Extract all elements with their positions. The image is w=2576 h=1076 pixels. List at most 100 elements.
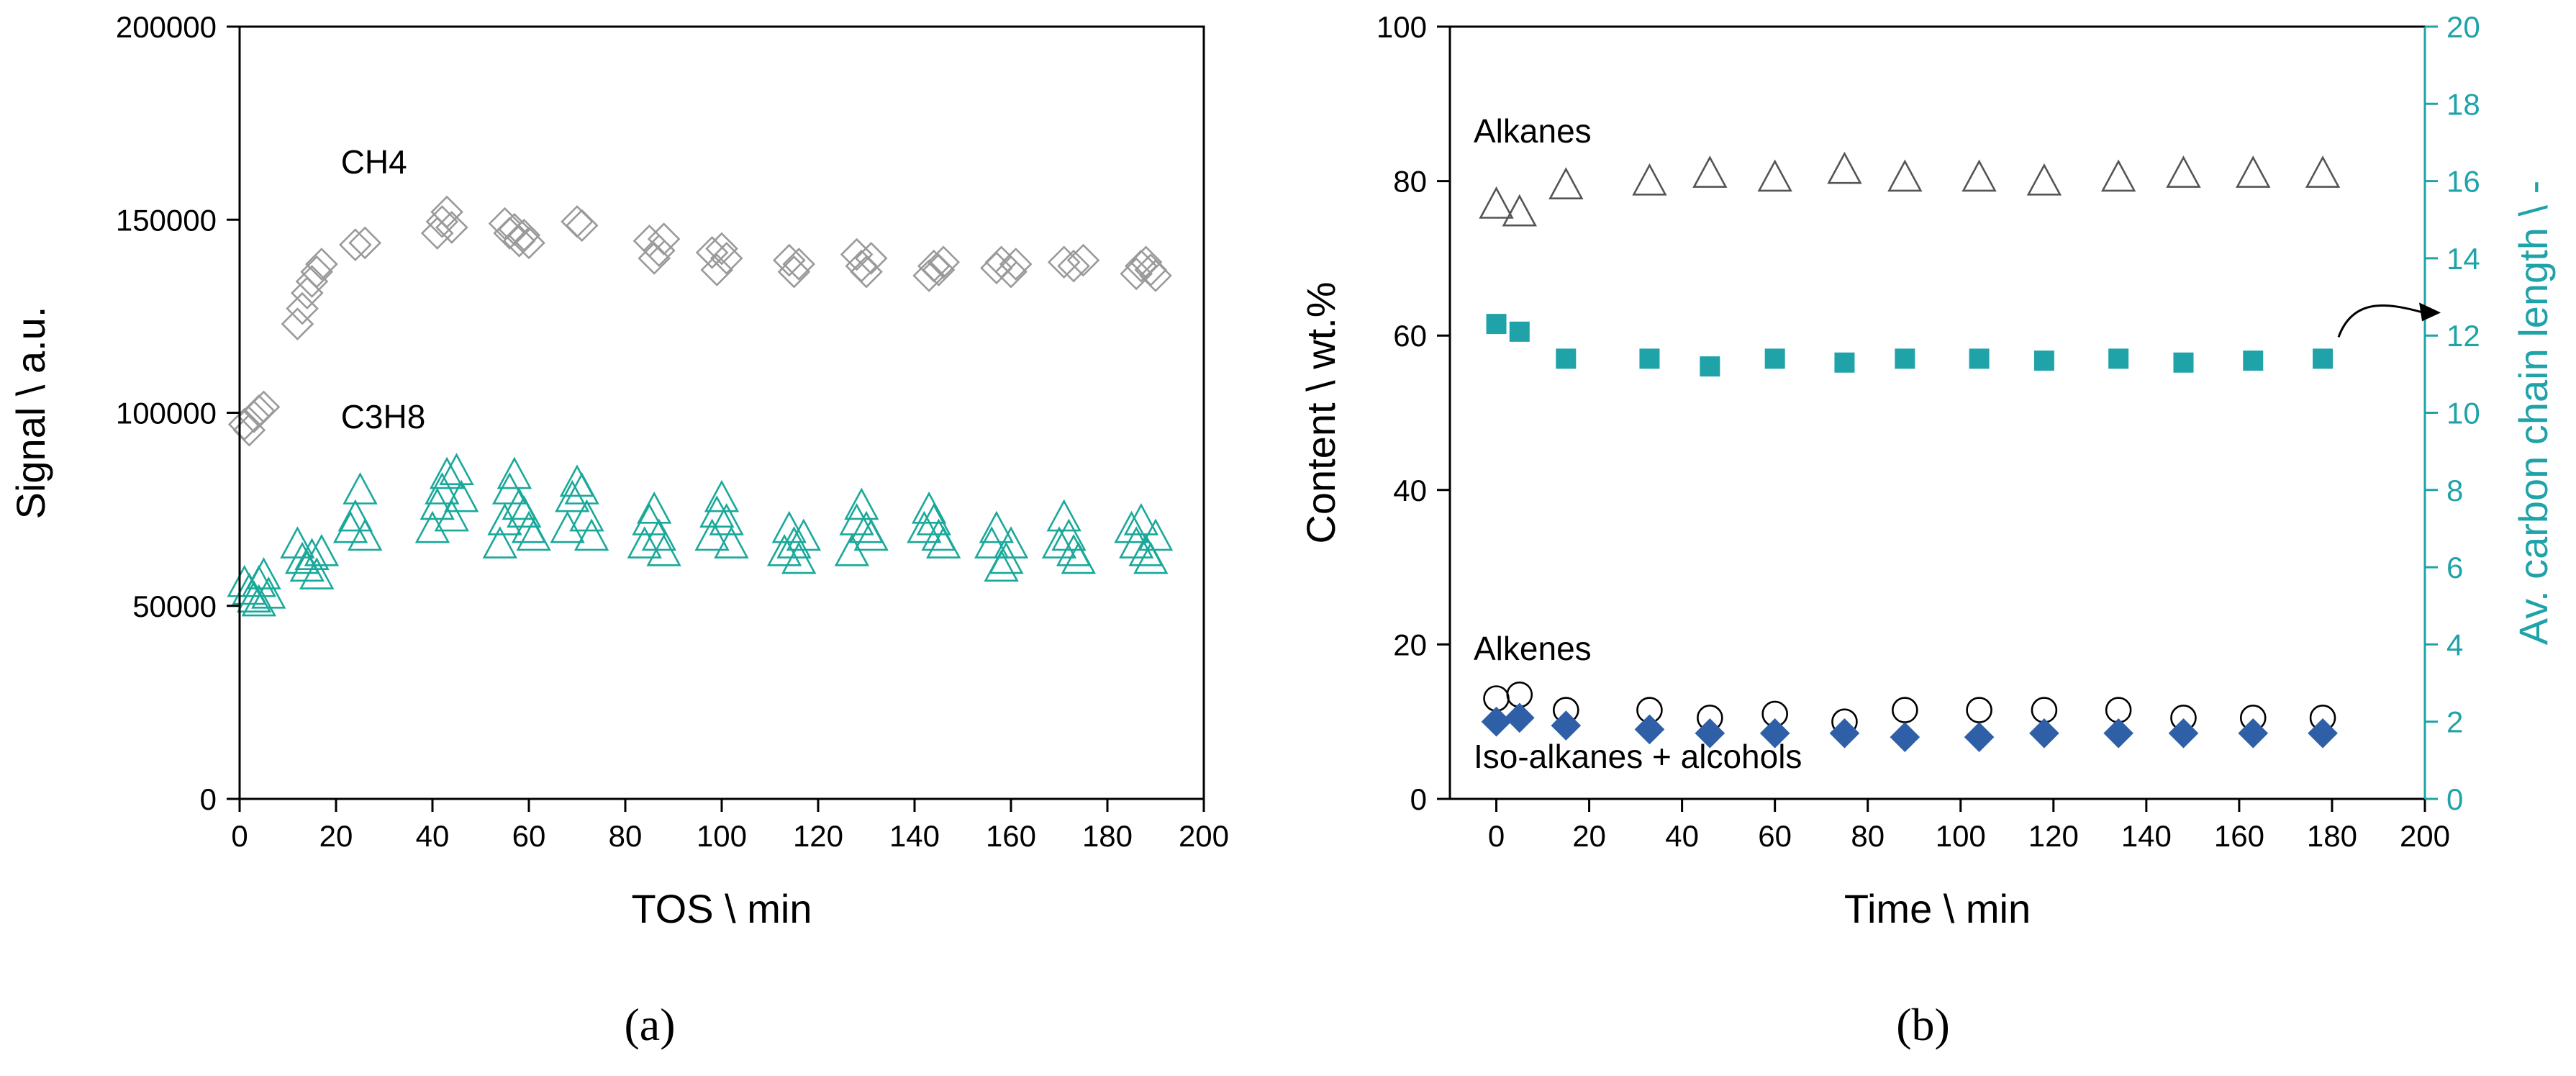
chart-a-point-ch4 [242, 394, 276, 428]
chart-a-point-c3h8 [507, 495, 542, 528]
chart-b-x-tick-label: 80 [1851, 819, 1885, 853]
chart-a-point-c3h8 [911, 491, 947, 524]
chart-b-point-iso-alkanes-alcohols [1551, 710, 1582, 741]
chart-b-y2-tick-label: 6 [2446, 551, 2463, 584]
chart-a-point-c3h8 [704, 479, 740, 512]
chart-b-annotation: Iso-alkanes + alcohols [1474, 738, 1802, 775]
chart-b-y2-tick-label: 16 [2446, 165, 2480, 199]
chart-b-point-alkenes [1892, 697, 1918, 723]
chart-b-x-tick-label: 0 [1488, 819, 1505, 853]
chart-b-plot-frame [1448, 25, 2426, 800]
chart-a-x-tick-label: 160 [986, 819, 1036, 853]
chart-a-point-c3h8 [926, 526, 961, 559]
chart-a-point-ch4 [488, 207, 522, 240]
chart-b-point-alkanes [1502, 194, 1537, 227]
chart-b-y2-tick-label: 14 [2446, 242, 2480, 276]
chart-b-point-av-carbon-chain-length [2108, 348, 2129, 369]
chart-b-point-iso-alkanes-alcohols [2308, 718, 2338, 749]
chart-b-x-tick-label: 20 [1572, 819, 1606, 853]
chart-b-y-tick-label: 60 [1393, 319, 1427, 353]
chart-a: 0 20 40 60 80 100 120 140 160 180 200 0 50000 100000 1… [8, 10, 1229, 931]
chart-a-point-ch4 [638, 242, 671, 275]
chart-b-y-tick-label: 40 [1393, 474, 1427, 507]
chart-b-point-av-carbon-chain-length [1764, 348, 1785, 369]
chart-b-point-iso-alkanes-alcohols [1695, 718, 1725, 749]
chart-a-x-tick-label: 60 [512, 819, 546, 853]
chart-b-point-alkanes [1827, 151, 1862, 184]
chart-b-point-alkanes [2026, 163, 2062, 196]
chart-a-point-ch4 [850, 255, 883, 289]
chart-a-point-ch4 [295, 265, 329, 298]
chart-b-point-iso-alkanes-alcohols [1504, 702, 1535, 733]
chart-b-point-iso-alkanes-alcohols [1829, 718, 1860, 749]
chart-a-x-axis-title: TOS \ min [631, 886, 812, 931]
chart-b-point-iso-alkanes-alcohols [1759, 718, 1790, 749]
chart-a-point-c3h8 [916, 502, 951, 535]
chart-a-point-ch4 [647, 222, 681, 256]
chart-a-point-ch4 [994, 255, 1028, 289]
chart-b-annotations: Alkanes Alkenes Iso-alkanes + alcohols [1474, 112, 1802, 775]
chart-b-x-tick-label: 40 [1665, 819, 1699, 853]
chart-b-x-tick-label: 100 [1936, 819, 1986, 853]
chart-b-x-axis-title: Time \ min [1844, 886, 2031, 931]
chart-a-point-c3h8 [299, 557, 335, 589]
chart-a-point-c3h8 [280, 526, 315, 559]
chart-b-y-tick-label: 0 [1410, 782, 1427, 816]
chart-b-marks [1479, 151, 2341, 752]
chart-b-arrowhead-icon [2419, 302, 2441, 322]
chart-a-point-ch4 [305, 248, 338, 281]
chart-b-point-iso-alkanes-alcohols [2103, 718, 2133, 749]
chart-a-point-c3h8 [1123, 502, 1159, 535]
chart-a-point-ch4 [512, 226, 545, 260]
chart-b-point-iso-alkanes-alcohols [2029, 718, 2059, 749]
chart-a-point-ch4 [281, 307, 314, 340]
chart-b-point-av-carbon-chain-length [1834, 352, 1855, 373]
chart-a-point-c3h8 [641, 518, 677, 551]
chart-a-point-c3h8 [1041, 526, 1077, 559]
chart-a-point-ch4 [338, 228, 372, 261]
chart-a-point-c3h8 [304, 533, 340, 566]
panel-label-a: (a) [624, 999, 675, 1050]
chart-a-point-c3h8 [251, 576, 286, 609]
chart-b-y2-tick-label: 10 [2446, 397, 2480, 430]
chart-a-point-c3h8 [993, 526, 1029, 559]
chart-a-point-ch4 [286, 291, 319, 325]
chart-a-point-ch4 [705, 232, 738, 266]
chart-a-point-ch4 [430, 195, 463, 229]
chart-b-point-av-carbon-chain-length [1969, 348, 1990, 369]
chart-a-point-c3h8 [786, 518, 822, 551]
chart-b-point-alkanes [1632, 163, 1667, 196]
chart-a-annotation: CH4 [341, 143, 407, 181]
chart-b-point-iso-alkanes-alcohols [1481, 706, 1512, 737]
chart-b-point-av-carbon-chain-length [1895, 348, 1915, 369]
chart-a-point-c3h8 [907, 510, 942, 543]
chart-a-x-tick-label: 200 [1179, 819, 1229, 853]
panel-label-b: (b) [1896, 999, 1950, 1050]
chart-b-y2-axis-title: Av. carbon chain length \ - [2511, 181, 2556, 645]
chart-b-y2-tick-label: 0 [2446, 782, 2463, 816]
chart-a-point-ch4 [709, 242, 743, 275]
chart-b-point-av-carbon-chain-length [2313, 348, 2334, 369]
chart-b-point-alkanes [1479, 186, 1514, 219]
chart-a-point-c3h8 [439, 453, 474, 485]
chart-b-point-av-carbon-chain-length [1556, 348, 1577, 369]
chart-a-point-c3h8 [343, 472, 378, 505]
chart-a-point-c3h8 [482, 526, 517, 559]
chart-a-point-c3h8 [646, 533, 681, 566]
chart-a-point-ch4 [507, 218, 541, 252]
chart-a-point-c3h8 [573, 518, 609, 551]
chart-a-point-ch4 [777, 255, 811, 289]
chart-a-point-ch4 [772, 243, 806, 277]
chart-b-point-alkanes [1757, 159, 1792, 192]
chart-b-point-alkenes [1966, 697, 1992, 723]
chart-b-point-alkanes [2236, 155, 2271, 188]
chart-a-point-c3h8 [627, 526, 662, 559]
chart-b-x-tick-label: 180 [2307, 819, 2357, 853]
chart-a-point-ch4 [643, 234, 676, 268]
chart-a-point-ch4 [1066, 243, 1100, 277]
chart-a-point-ch4 [1047, 245, 1081, 279]
chart-a-point-ch4 [912, 259, 945, 292]
chart-b: 0 20 40 60 80 100 120 140 160 180 2000204060801000… [1298, 10, 2556, 931]
chart-a-point-ch4 [1139, 259, 1172, 292]
